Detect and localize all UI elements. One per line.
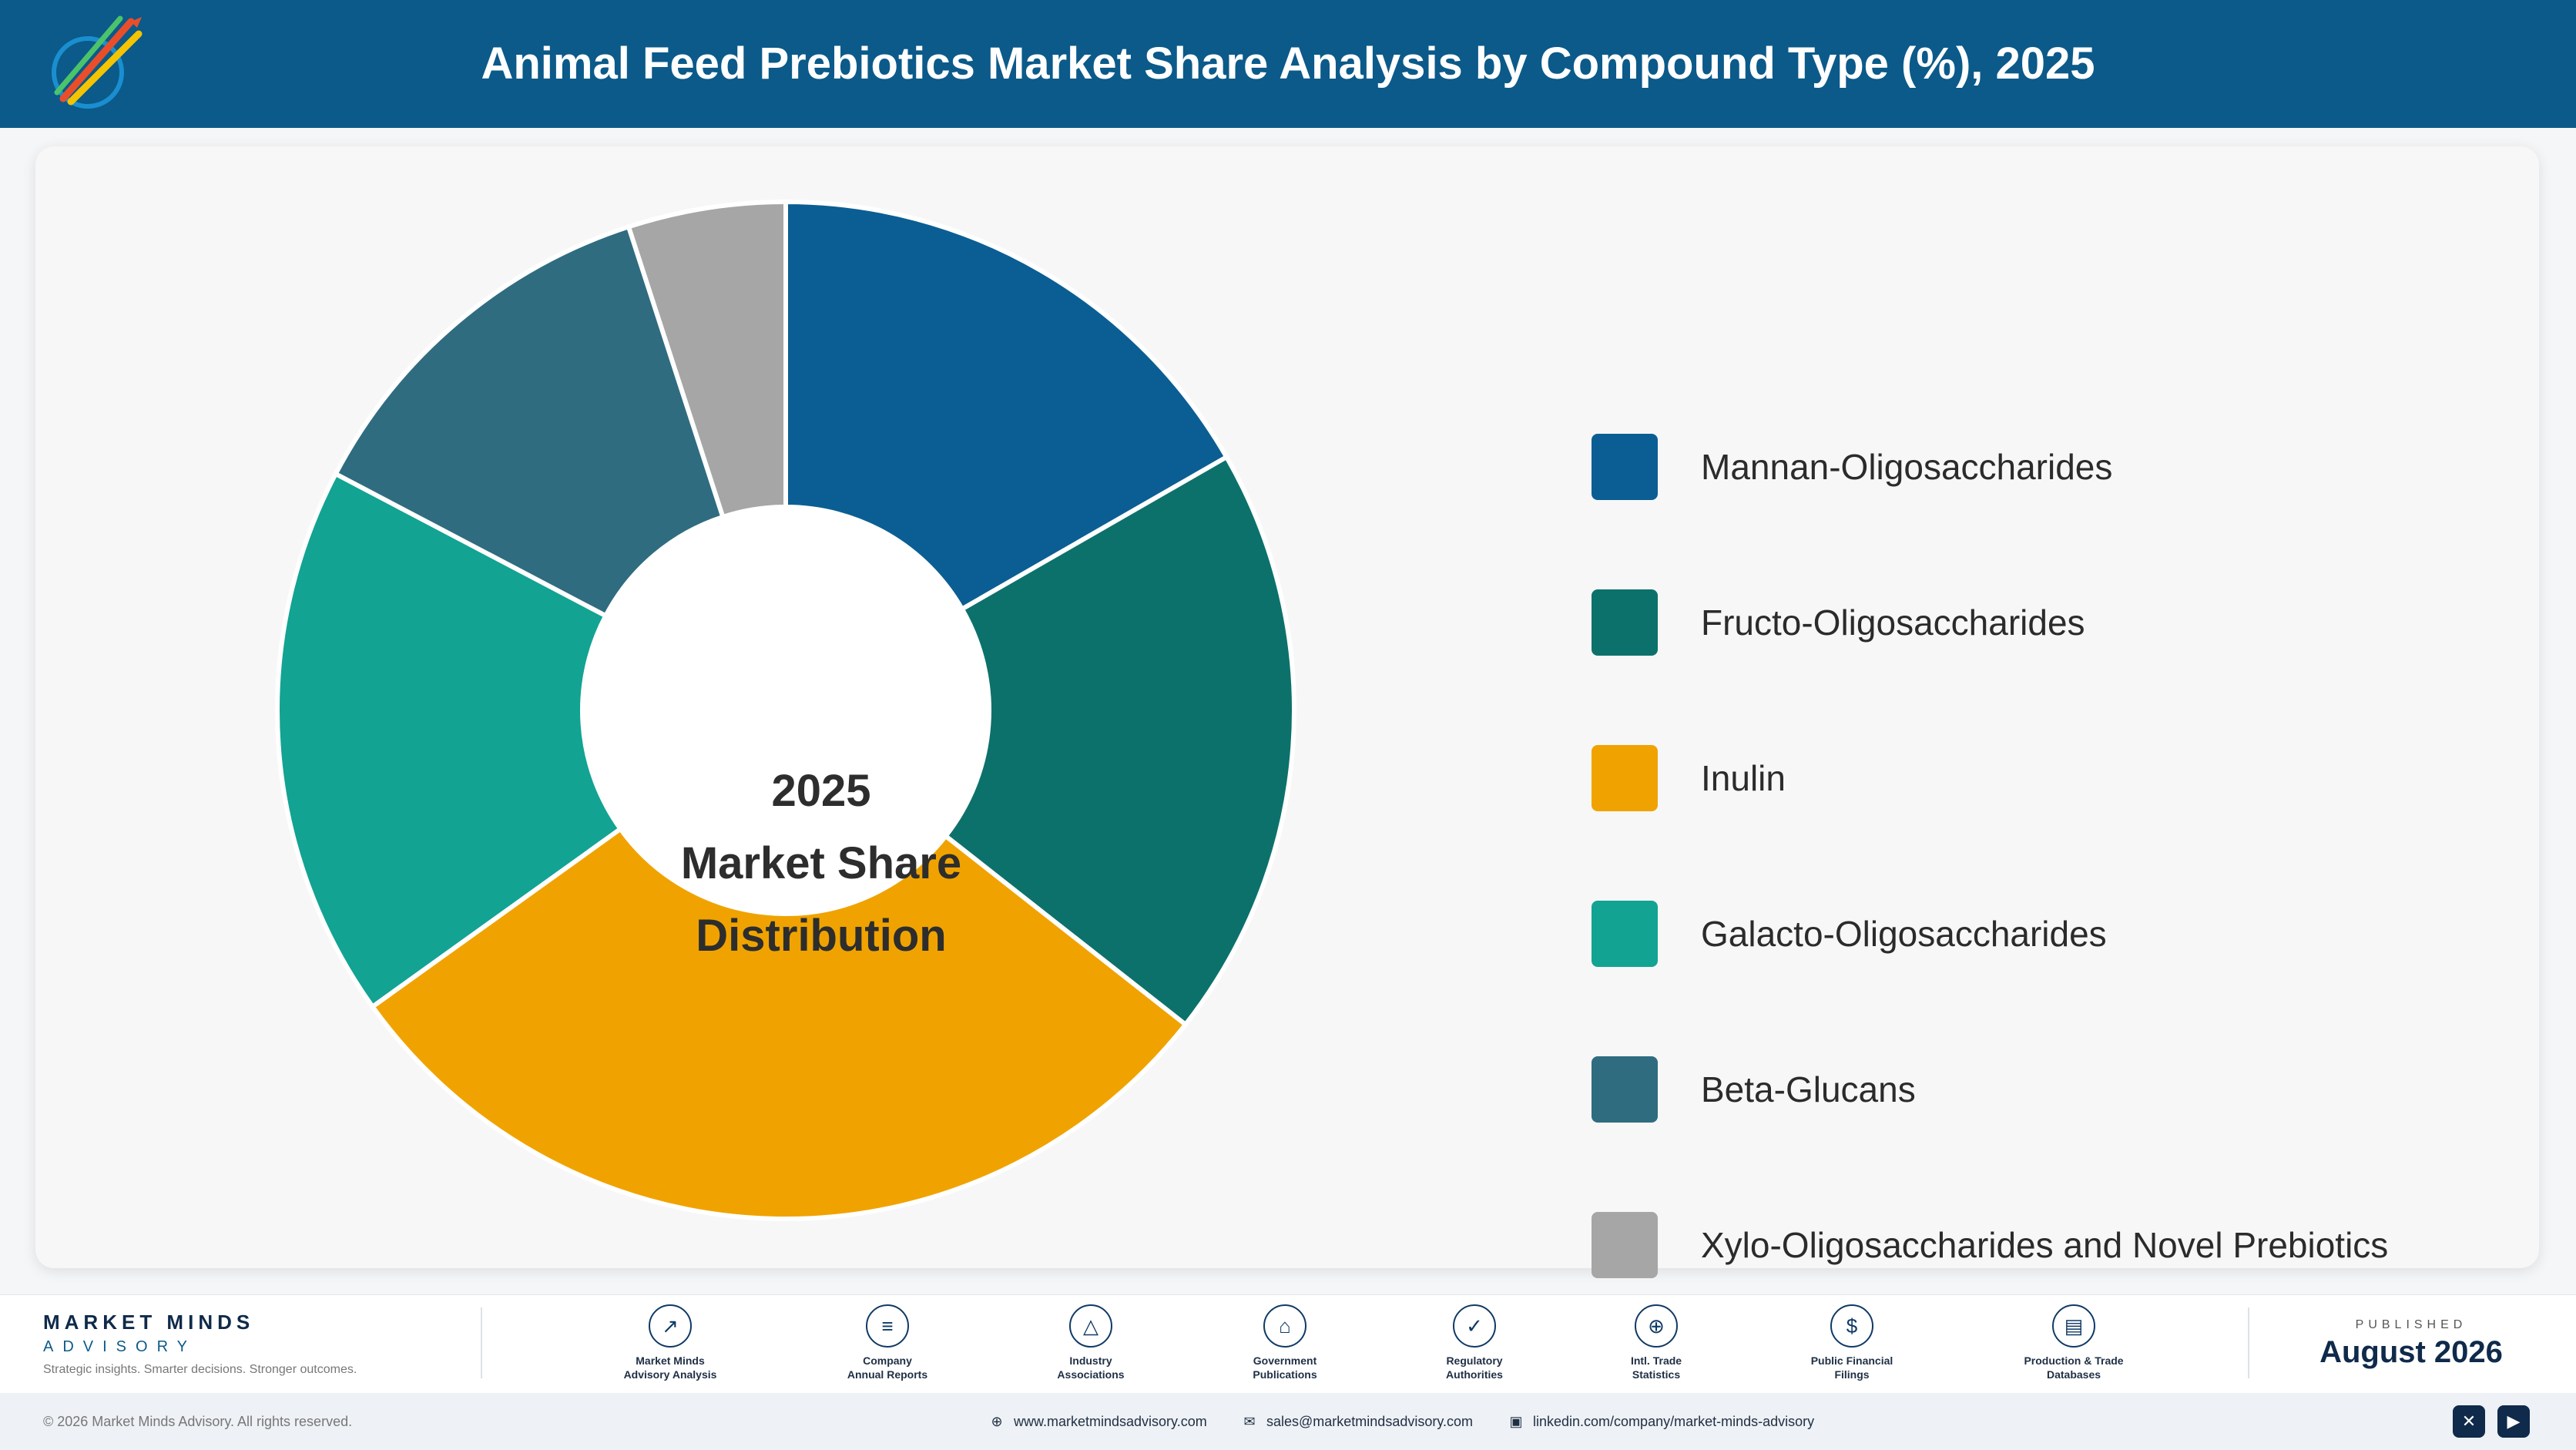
youtube-icon[interactable]: ▶ <box>2497 1405 2530 1438</box>
trend-chart-icon: ↗ <box>649 1304 692 1348</box>
published-label: PUBLISHED <box>2355 1318 2467 1331</box>
source-regulatory-authorities: ✓ Regulatory Authorities <box>1390 1304 1559 1381</box>
legend-swatch <box>1592 1056 1658 1123</box>
network-icon: △ <box>1069 1304 1112 1348</box>
legend-item-fructo-oligosaccharides: Fructo-Oligosaccharides <box>1592 589 2085 656</box>
donut-center-label: 2025 Market Share Distribution <box>667 755 975 972</box>
source-production-trade-databases: ▤ Production & Trade Databases <box>1989 1304 2158 1381</box>
brand-name: MARKET MINDS <box>43 1311 255 1334</box>
legend-item-xylo-oligosaccharides: Xylo-Oligosaccharides and Novel Prebioti… <box>1592 1211 2388 1279</box>
brand-subtitle: ADVISORY <box>43 1338 196 1355</box>
legend-item-beta-glucans: Beta-Glucans <box>1592 1056 1916 1123</box>
legend-item-mannan-oligosaccharides: Mannan-Oligosaccharides <box>1592 433 2112 501</box>
legend-label: Inulin <box>1701 758 1786 798</box>
x-social-icon[interactable]: ✕ <box>2453 1405 2485 1438</box>
pie-slice-mannan-oligosaccharides <box>783 199 1230 613</box>
document-icon: ≡ <box>866 1304 909 1348</box>
center-label-line-2: Market Share <box>680 838 962 888</box>
email-link[interactable]: ✉ sales@marketmindsadvisory.com <box>1242 1393 1473 1450</box>
footer: MARKET MINDS ADVISORY Strategic insights… <box>0 1294 2576 1393</box>
legend-swatch <box>1592 589 1658 656</box>
center-label-line-1: 2025 <box>771 766 871 816</box>
source-industry-associations: △ Industry Associations <box>1006 1304 1176 1381</box>
linkedin-link[interactable]: ▣ linkedin.com/company/market-minds-advis… <box>1508 1393 1814 1450</box>
legend-swatch <box>1592 901 1658 967</box>
linkedin-icon: ▣ <box>1509 1414 1523 1429</box>
market-minds-logo-icon <box>52 15 143 109</box>
legend-label: Galacto-Oligosaccharides <box>1701 914 2107 954</box>
source-company-annual-reports: ≡ Company Annual Reports <box>803 1304 972 1381</box>
website-text: www.marketmindsadvisory.com <box>1014 1414 1207 1429</box>
legend-label: Beta-Glucans <box>1701 1069 1916 1109</box>
source-label: Production & Trade Databases <box>2024 1354 2124 1381</box>
globe-icon: ⊕ <box>991 1414 1003 1429</box>
bottom-bar: © 2026 Market Minds Advisory. All rights… <box>0 1393 2576 1450</box>
donut-chart <box>275 199 1296 1221</box>
legend-swatch <box>1592 434 1658 500</box>
government-building-icon: ⌂ <box>1263 1304 1306 1348</box>
legend-label: Fructo-Oligosaccharides <box>1701 602 2085 643</box>
legend-label: Xylo-Oligosaccharides and Novel Prebioti… <box>1701 1225 2389 1265</box>
legend-label: Mannan-Oligosaccharides <box>1701 447 2113 487</box>
legend-item-inulin: Inulin <box>1592 744 1786 812</box>
source-label: Regulatory Authorities <box>1446 1354 1503 1381</box>
linkedin-text: linkedin.com/company/market-minds-adviso… <box>1533 1414 1815 1429</box>
database-icon: ▤ <box>2052 1304 2095 1348</box>
legend-swatch <box>1592 745 1658 811</box>
published-date: August 2026 <box>2319 1335 2503 1369</box>
source-government-publications: ⌂ Government Publications <box>1200 1304 1370 1381</box>
source-intl-trade-statistics: ⊕ Intl. Trade Statistics <box>1571 1304 1741 1381</box>
source-market-minds-analysis: ↗ Market Minds Advisory Analysis <box>585 1304 755 1381</box>
legend-swatch <box>1592 1212 1658 1278</box>
footer-divider <box>481 1307 482 1378</box>
globe-icon: ⊕ <box>1635 1304 1678 1348</box>
header-bar: Animal Feed Prebiotics Market Share Anal… <box>0 0 2576 128</box>
website-link[interactable]: ⊕ www.marketmindsadvisory.com <box>989 1393 1207 1450</box>
chart-card: 2025 Market Share Distribution Mannan-Ol… <box>35 146 2539 1278</box>
email-text: sales@marketmindsadvisory.com <box>1266 1414 1474 1429</box>
page-title: Animal Feed Prebiotics Market Share Anal… <box>481 39 2095 89</box>
donut-hole <box>582 507 989 914</box>
footer-divider <box>2248 1307 2249 1378</box>
source-label: Government Publications <box>1253 1354 1317 1381</box>
brand-tagline: Strategic insights. Smarter decisions. S… <box>43 1363 357 1376</box>
center-label-line-3: Distribution <box>696 911 947 961</box>
source-label: Company Annual Reports <box>847 1354 928 1381</box>
source-label: Industry Associations <box>1057 1354 1125 1381</box>
source-public-financial-filings: $ Public Financial Filings <box>1767 1304 1937 1381</box>
mail-icon: ✉ <box>1243 1414 1256 1429</box>
coin-icon: $ <box>1830 1304 1873 1348</box>
shield-check-icon: ✓ <box>1453 1304 1496 1348</box>
copyright-text: © 2026 Market Minds Advisory. All rights… <box>43 1414 353 1429</box>
source-label: Market Minds Advisory Analysis <box>623 1354 717 1381</box>
source-label: Public Financial Filings <box>1810 1354 1893 1381</box>
legend-item-galacto-oligosaccharides: Galacto-Oligosaccharides <box>1592 900 2107 968</box>
source-label: Intl. Trade Statistics <box>1630 1354 1682 1381</box>
